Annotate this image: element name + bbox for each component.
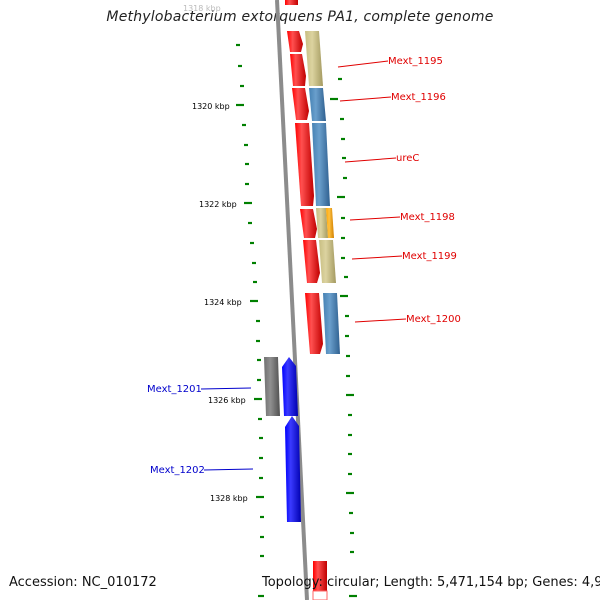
genome-summary: Topology: circularLength: 5,471,154 bpGe… [262,575,600,590]
gene-label[interactable]: Mext_1201 [147,384,202,395]
cds-arrow[interactable] [300,209,317,238]
scale-label: 1328 kbp [210,494,248,503]
scale-ticks [236,43,357,598]
gene-label[interactable]: ureC [396,153,419,164]
cds-arrow[interactable] [287,31,303,52]
scale-label: 1324 kbp [204,298,242,307]
gene-bar[interactable] [323,293,340,354]
gene-track-minus [264,357,301,522]
scale-label: 1326 kbp [208,396,246,405]
scale-label: 1320 kbp [192,102,230,111]
gene-label[interactable]: Mext_1198 [400,212,455,223]
gene-label[interactable]: Mext_1202 [150,465,205,476]
cds-box[interactable] [285,0,298,5]
gene-label[interactable]: Mext_1196 [391,92,446,103]
label-leaders [200,60,407,471]
gene-bar[interactable] [326,208,334,238]
cds-arrow[interactable] [305,293,323,354]
gene-bar[interactable] [312,123,330,206]
scale-label: 1318 kbp [183,4,221,13]
gene-label[interactable]: Mext_1199 [402,251,457,262]
cds-arrow-minus[interactable] [285,416,301,522]
gene-bar[interactable] [319,240,336,283]
gene-label[interactable]: Mext_1200 [406,314,461,325]
gene-bar[interactable] [316,208,328,238]
cds-arrow-minus[interactable] [282,357,298,416]
scale-label: 1322 kbp [199,200,237,209]
cds-box[interactable] [313,561,327,600]
gene-bar[interactable] [312,590,328,600]
accession-text: Accession: NC_010172 [9,575,157,590]
genome-backbone [275,0,309,600]
gene-bar[interactable] [305,31,323,86]
gene-track-plus [305,31,340,600]
gene-label[interactable]: Mext_1195 [388,56,443,67]
cds-track-plus [285,0,327,600]
cds-arrow[interactable] [292,88,309,120]
topology-text: Topology: circular [262,575,376,590]
gene-bar[interactable] [264,357,280,416]
length-text: Length: 5,471,154 bp [375,575,524,590]
cds-arrow[interactable] [290,54,306,86]
map-title: Methylobacterium extorquens PA1, complet… [106,9,494,25]
cds-arrow[interactable] [303,240,320,283]
gene-count-text: Genes: 4,902 [524,575,600,590]
cds-arrow[interactable] [295,123,314,206]
gene-bar[interactable] [309,88,326,121]
